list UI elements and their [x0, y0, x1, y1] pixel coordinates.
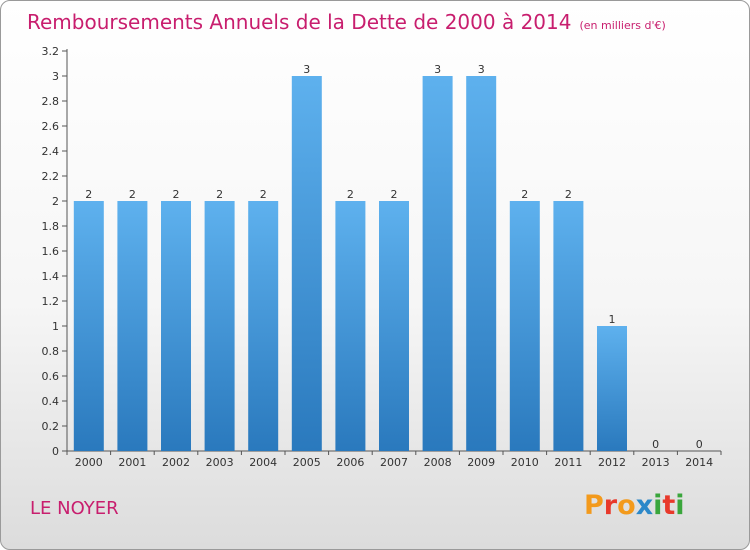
bar-2001 — [117, 201, 148, 451]
y-tick-label: 1.6 — [42, 245, 60, 258]
logo-letter: i — [675, 490, 685, 521]
x-tick-label: 2011 — [554, 456, 582, 469]
y-tick-label: 2 — [52, 195, 59, 208]
x-tick-label: 2014 — [685, 456, 713, 469]
y-tick-label: 1.4 — [42, 270, 60, 283]
y-tick-label: 0.8 — [42, 345, 60, 358]
y-tick-label: 1 — [52, 320, 59, 333]
x-tick-label: 2012 — [598, 456, 626, 469]
x-tick-label: 2001 — [118, 456, 146, 469]
data-label-2005: 3 — [303, 63, 310, 76]
x-tick-label: 2009 — [467, 456, 495, 469]
data-labels: 2 2 2 2 2 3 2 2 3 3 2 2 1 0 0 — [85, 63, 702, 451]
bar-2003 — [204, 201, 235, 451]
bar-2006 — [335, 201, 366, 451]
x-tick-label: 2008 — [424, 456, 452, 469]
logo-letter: t — [662, 490, 676, 521]
bar-2009 — [466, 76, 497, 451]
data-label-2002: 2 — [173, 188, 180, 201]
x-tick-label: 2010 — [511, 456, 539, 469]
logo-letter: P — [584, 490, 604, 521]
bar-2000 — [73, 201, 104, 451]
x-tick-label: 2007 — [380, 456, 408, 469]
bar-2005 — [291, 76, 322, 451]
y-tick-label: 1.2 — [42, 295, 60, 308]
y-tick-label: 0.2 — [42, 420, 60, 433]
x-tick-label: 2004 — [249, 456, 277, 469]
x-tick-label: 2006 — [336, 456, 364, 469]
axes: 0 0.2 0.4 0.6 0.8 1 1.2 1.4 1.6 1.8 2 2.2 2.4 2.6 2.8 3… — [42, 45, 722, 469]
logo-letter: x — [635, 490, 654, 521]
y-tick-label: 2.8 — [42, 95, 60, 108]
bar-2010 — [509, 201, 540, 451]
chart-unit: (en milliers d'€) — [579, 19, 666, 32]
logo-letter: i — [653, 490, 663, 521]
logo-letter: r — [603, 490, 618, 521]
y-tick-label: 2.2 — [42, 170, 60, 183]
x-tick-label: 2013 — [642, 456, 670, 469]
y-tick-label: 0.6 — [42, 370, 60, 383]
x-tick-label: 2003 — [206, 456, 234, 469]
data-label-2009: 3 — [478, 63, 485, 76]
bar-2004 — [248, 201, 279, 451]
x-tick-label: 2005 — [293, 456, 321, 469]
data-label-2010: 2 — [521, 188, 528, 201]
data-label-2008: 3 — [434, 63, 441, 76]
chart-title-text: Remboursements Annuels de la Dette de 20… — [27, 10, 572, 34]
x-tick-label: 2002 — [162, 456, 190, 469]
data-label-2000: 2 — [85, 188, 92, 201]
y-tick-label: 1.8 — [42, 220, 60, 233]
data-label-2006: 2 — [347, 188, 354, 201]
y-tick-label: 0.4 — [42, 395, 60, 408]
y-tick-label: 2.6 — [42, 120, 60, 133]
data-label-2012: 1 — [609, 313, 616, 326]
data-label-2007: 2 — [391, 188, 398, 201]
data-label-2001: 2 — [129, 188, 136, 201]
proxiti-logo[interactable]: Proxiti — [584, 490, 685, 521]
data-label-2013: 0 — [652, 438, 659, 451]
y-tick-label: 3 — [52, 70, 59, 83]
bars — [73, 76, 627, 451]
data-label-2003: 2 — [216, 188, 223, 201]
x-tick-label: 2000 — [75, 456, 103, 469]
data-label-2004: 2 — [260, 188, 267, 201]
logo-letter: o — [617, 490, 636, 521]
y-tick-label: 0 — [52, 445, 59, 458]
bar-2007 — [379, 201, 409, 451]
y-tick-label: 3.2 — [42, 45, 60, 58]
bar-2012 — [597, 326, 627, 451]
bar-2002 — [161, 201, 191, 451]
bar-2011 — [553, 201, 584, 451]
commune-name: LE NOYER — [30, 498, 119, 519]
bar-2008 — [422, 76, 453, 451]
data-label-2014: 0 — [696, 438, 703, 451]
data-label-2011: 2 — [565, 188, 572, 201]
chart-title: Remboursements Annuels de la Dette de 20… — [27, 10, 666, 34]
y-tick-label: 2.4 — [42, 145, 60, 158]
